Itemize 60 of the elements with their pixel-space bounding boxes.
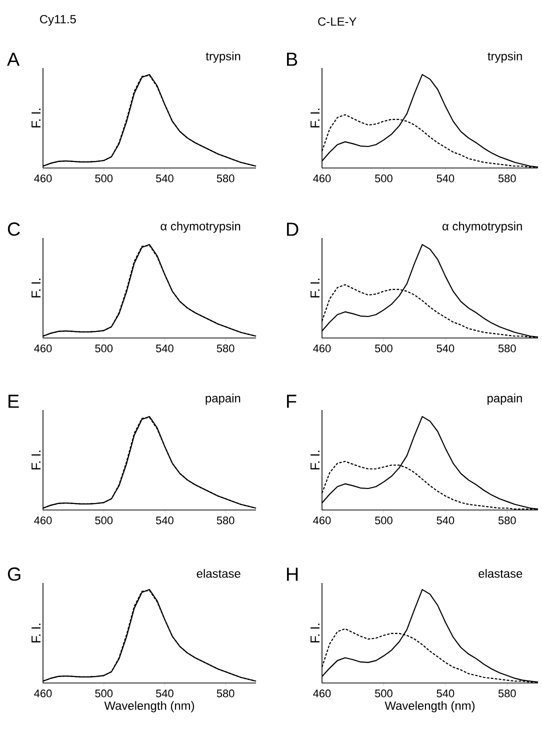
x-tick-label: 540 bbox=[156, 690, 174, 698]
x-tick-label: 460 bbox=[313, 516, 331, 524]
x-tick-label: 500 bbox=[375, 690, 392, 698]
x-tick-label: 460 bbox=[34, 174, 52, 182]
y-axis-title: F. I. bbox=[32, 624, 40, 642]
x-axis-title: Wavelength (nm) bbox=[104, 701, 194, 712]
x-tick-label: 540 bbox=[436, 516, 454, 524]
x-tick-label: 500 bbox=[95, 344, 113, 352]
y-axis-title: F. I. bbox=[310, 108, 320, 128]
x-tick-label: 580 bbox=[216, 344, 234, 352]
x-axis-title: Wavelength (nm) bbox=[384, 701, 475, 712]
x-tick-label: 540 bbox=[156, 174, 174, 182]
x-tick-label: 580 bbox=[498, 690, 516, 698]
text: papain bbox=[206, 394, 240, 405]
x-tick-label: 500 bbox=[95, 516, 113, 524]
x-tick-label: 580 bbox=[498, 344, 516, 352]
y-axis-title: F. I. bbox=[310, 278, 320, 298]
text: C bbox=[8, 222, 20, 236]
x-tick-label: 580 bbox=[498, 516, 516, 524]
x-tick-label: 460 bbox=[34, 690, 52, 698]
y-axis-title: F. I. bbox=[32, 450, 40, 470]
text: papain bbox=[488, 394, 522, 405]
x-tick-label: 500 bbox=[375, 174, 392, 182]
text: G bbox=[8, 567, 20, 581]
text: E bbox=[8, 394, 19, 408]
x-tick-label: 460 bbox=[313, 174, 331, 182]
x-tick-label: 580 bbox=[216, 690, 234, 698]
text: α chymotrypsin bbox=[160, 222, 240, 233]
text: trypsin bbox=[488, 52, 522, 63]
chart-title: C-LE-Y bbox=[318, 17, 356, 26]
x-tick-label: 460 bbox=[313, 690, 331, 698]
text: α chymotrypsin bbox=[442, 222, 522, 233]
text: elastase bbox=[478, 569, 522, 578]
text: F bbox=[287, 394, 296, 408]
x-tick-label: 500 bbox=[375, 516, 392, 524]
text: trypsin bbox=[206, 52, 240, 63]
x-tick-label: 540 bbox=[436, 174, 454, 182]
x-tick-label: 500 bbox=[95, 174, 113, 182]
chart-title: Cy11.5 bbox=[40, 14, 76, 26]
x-tick-label: 460 bbox=[34, 344, 52, 352]
x-tick-label: 460 bbox=[313, 344, 331, 352]
x-tick-label: 540 bbox=[156, 516, 174, 524]
x-tick-label: 500 bbox=[375, 344, 392, 352]
x-tick-label: 540 bbox=[436, 690, 454, 698]
x-tick-label: 580 bbox=[216, 516, 234, 524]
text: A bbox=[7, 52, 20, 66]
y-axis-title: F. I. bbox=[32, 108, 40, 128]
x-tick-label: 460 bbox=[34, 516, 52, 524]
x-tick-label: 580 bbox=[498, 174, 516, 182]
x-tick-label: 540 bbox=[436, 344, 454, 352]
x-tick-label: 500 bbox=[95, 690, 113, 698]
text: B bbox=[287, 52, 298, 66]
y-axis-title: F. I. bbox=[32, 278, 40, 298]
x-tick-label: 540 bbox=[156, 344, 174, 352]
text: H bbox=[287, 568, 298, 581]
text: D bbox=[287, 222, 298, 236]
y-axis-title: F. I. bbox=[310, 450, 320, 470]
y-axis-title: F. I. bbox=[310, 624, 320, 642]
x-tick-label: 580 bbox=[216, 174, 234, 182]
text: elastase bbox=[196, 569, 240, 578]
